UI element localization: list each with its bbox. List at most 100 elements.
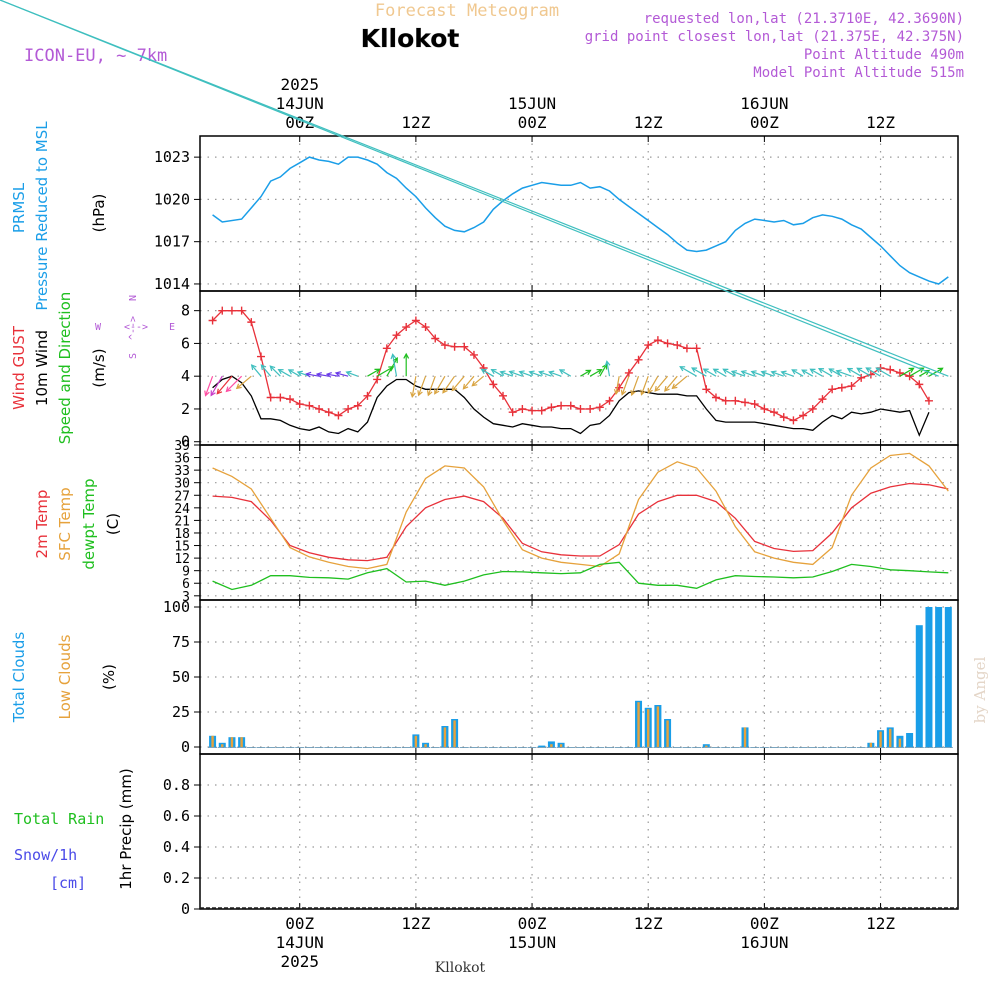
wind-arrow-head: [630, 389, 636, 397]
wind-arrow-head: [471, 380, 478, 387]
wind-arrow: [679, 366, 697, 377]
wind-arrow-head: [702, 368, 709, 374]
wind-arrow-head: [791, 369, 798, 375]
y-tick-label: 1017: [154, 233, 190, 251]
gust-marker: [663, 339, 672, 348]
gust-marker: [828, 385, 837, 394]
model-label: ICON-EU, ~ 7km: [24, 46, 167, 66]
wind-arrow: [647, 375, 659, 394]
legend-line: (hPa): [90, 194, 108, 233]
gust-marker: [469, 350, 478, 359]
gust-marker: [760, 404, 769, 413]
wind-arrow: [0, 0, 949, 377]
wind-arrow-head: [260, 364, 267, 371]
gust-marker: [440, 341, 449, 350]
wind-arrow: [751, 371, 765, 377]
requested-coordinates: requested lon,lat (21.3710E, 42.3690N): [644, 11, 964, 27]
wind-arrow-head: [760, 370, 767, 376]
wind-arrow-head: [604, 360, 611, 367]
y-tick-label: 1023: [154, 148, 190, 166]
time-label: 12Z: [866, 914, 895, 933]
wind-arrow: [606, 361, 611, 377]
cloud-low-bar: [705, 745, 708, 747]
gust-marker: [305, 401, 314, 410]
legend-line: (m/s): [90, 348, 108, 387]
y-tick-label: 1014: [154, 275, 190, 293]
wind-arrow: [640, 375, 649, 395]
y-tick-label: 30: [174, 477, 190, 492]
wind-arrow: [376, 366, 394, 377]
time-label: 12Z: [401, 914, 430, 933]
wind-arrow: [549, 371, 562, 377]
gust-marker: [392, 331, 401, 340]
clouds-panel: 0 25 50 75 100: [163, 598, 959, 756]
wind-arrow: [427, 375, 436, 396]
wind-arrow: [216, 375, 233, 395]
gust-marker: [411, 316, 420, 325]
dewpoint-line: [212, 561, 949, 591]
cloud-total-bar: [538, 745, 546, 747]
wind-arrow: [631, 375, 640, 396]
wind-arrow-head: [750, 370, 757, 376]
wind-arrow-head: [809, 368, 816, 374]
wind-arrow-head: [770, 370, 777, 376]
wind-arrow-head: [277, 368, 284, 375]
wind-rose: N ^--> S W <--> E: [95, 295, 175, 359]
precip-legend-line: Total Rain: [14, 810, 104, 828]
cloud-low-bar: [869, 742, 873, 747]
wind-arrow: [326, 373, 339, 377]
wind-arrow: [664, 375, 678, 392]
wind-rose-north: N: [128, 295, 139, 301]
wind-arrow-head: [679, 366, 686, 372]
cloud-low-bar: [889, 728, 892, 747]
wind-arrow-head: [345, 370, 352, 377]
product-title: Forecast Meteogram: [375, 1, 559, 21]
cloud-low-bar: [443, 727, 447, 747]
gust-marker: [799, 411, 808, 420]
time-label: 15JUN: [508, 933, 556, 952]
gust-marker: [692, 344, 701, 353]
wind-arrow: [411, 376, 417, 397]
wind-arrow-head: [664, 385, 670, 392]
time-label: 00Z: [285, 914, 314, 933]
wind-arrow-head: [585, 369, 592, 375]
wind-arrow-head: [490, 368, 497, 375]
wind-arrow: [500, 371, 513, 377]
wind-arrow: [580, 369, 591, 377]
wind-arrow-head: [451, 385, 458, 392]
time-label: 2025: [280, 75, 319, 94]
gust-marker: [344, 404, 353, 413]
y-tick-label: 0.8: [163, 776, 190, 794]
wind-arrow-head: [538, 370, 545, 376]
precip-legend-line: [cm]: [50, 874, 86, 892]
gust-marker: [218, 306, 227, 315]
wind-arrow-head: [671, 383, 678, 390]
wind-arrow: [723, 368, 736, 377]
wind-arrow: [392, 354, 398, 377]
wind-speed-line: [212, 375, 930, 437]
y-tick-label: 36: [174, 452, 190, 467]
legend-line: Pressure Reduced to MSL: [33, 121, 51, 311]
clouds-legend: Total Clouds Low Clouds (%): [10, 632, 118, 724]
panel-frame: [199, 290, 959, 446]
wind-rose-west: W: [95, 322, 102, 333]
wind-arrow: [386, 357, 398, 377]
y-tick-label: 21: [174, 514, 190, 529]
wind-arrow: [335, 372, 349, 377]
wind-arrow: [621, 375, 630, 395]
gust-marker: [499, 391, 508, 400]
gust-marker: [905, 372, 914, 381]
gust-marker: [644, 341, 653, 350]
gust-marker: [605, 396, 614, 405]
cloud-low-bar: [666, 720, 669, 747]
wind-arrow: [691, 367, 707, 377]
y-tick-label: 15: [174, 540, 190, 555]
watermark: by Angel: [971, 656, 989, 723]
gust-marker: [779, 413, 788, 422]
wind-arrow: [599, 364, 608, 377]
panel-frame: [199, 753, 959, 910]
cloud-low-bar: [453, 720, 456, 747]
temperature-legend: 2m Temp SFC Temp dewpt Temp (C): [33, 478, 122, 569]
